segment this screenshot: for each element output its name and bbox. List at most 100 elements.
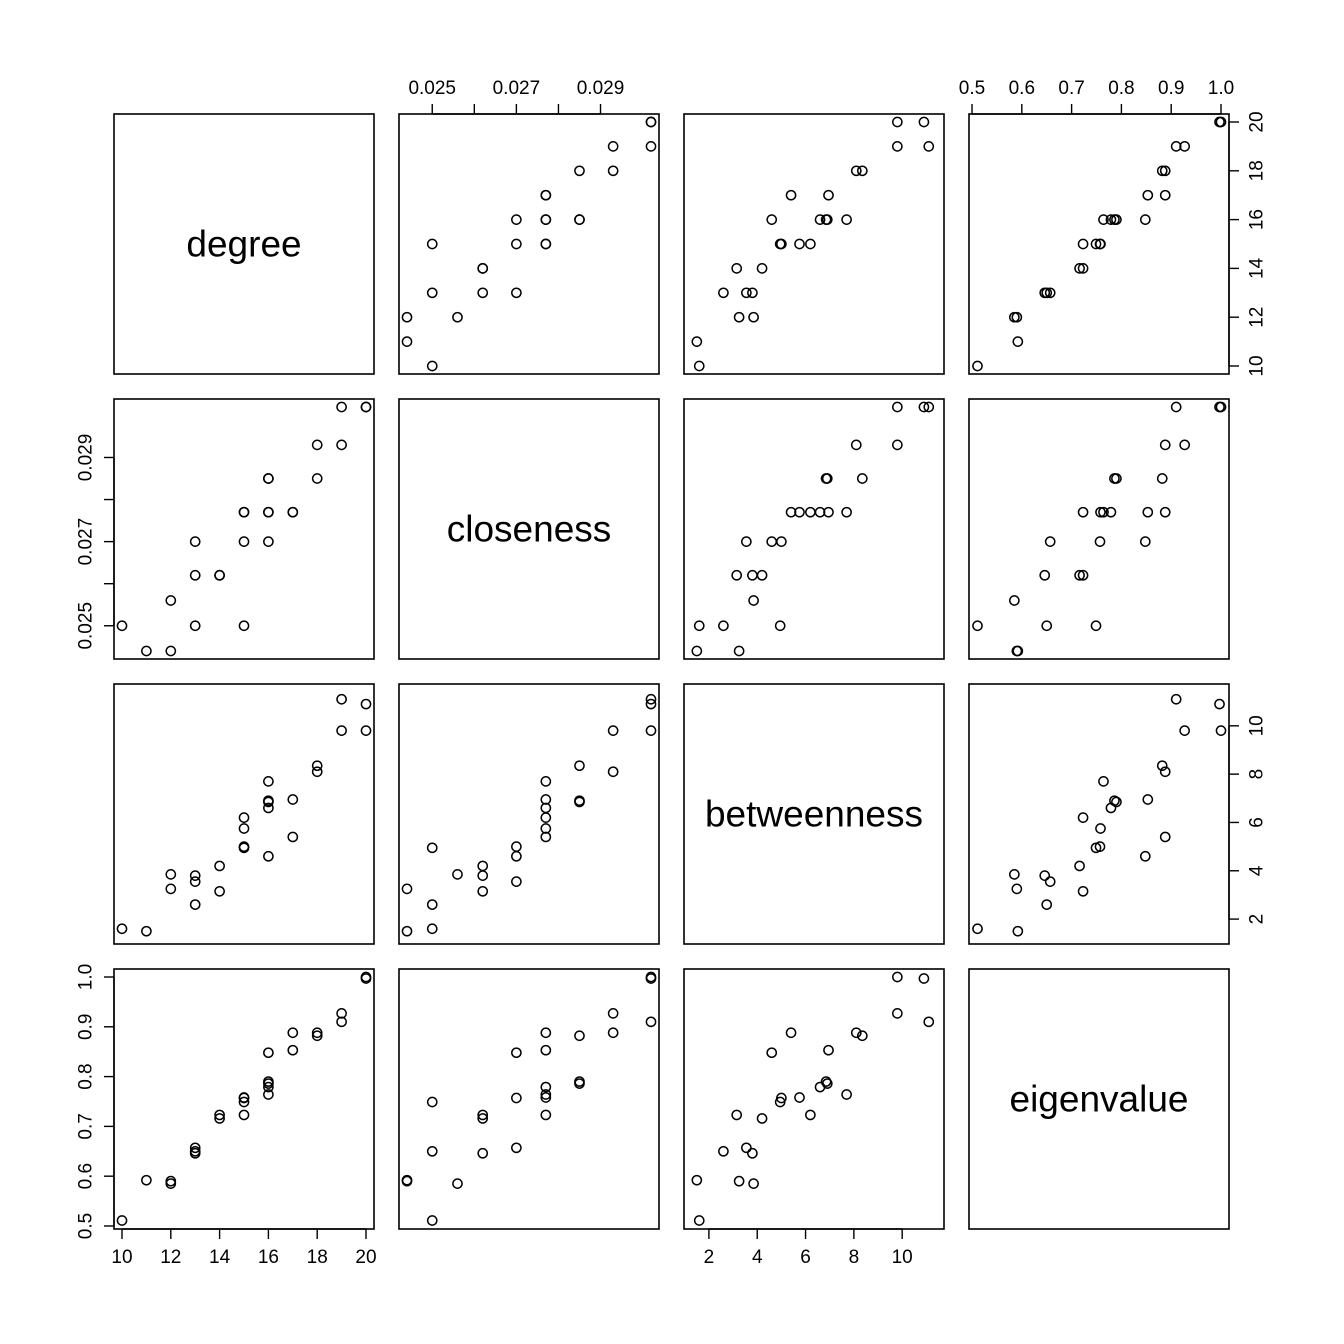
x-axis-closeness-top: 0.025 0.027 0.029: [408, 78, 625, 115]
data-point: [1179, 141, 1191, 152]
data-point: [1142, 189, 1154, 201]
data-point: [856, 1030, 868, 1042]
data-point: [1077, 238, 1089, 250]
data-point: [923, 1016, 935, 1028]
data-point: [1139, 850, 1151, 862]
tick-label: 0.5: [959, 78, 985, 99]
data-point: [718, 287, 729, 299]
panel-frame: [968, 113, 1230, 375]
data-point: [426, 1215, 438, 1226]
data-point: [645, 1016, 657, 1028]
data-point: [1077, 263, 1089, 274]
data-point: [189, 870, 201, 881]
data-point: [645, 116, 657, 128]
panel-degree-vs-betweenness: [683, 113, 945, 375]
data-point: [540, 1044, 552, 1056]
data-point: [141, 1174, 152, 1186]
panel-closeness-vs-closeness: closeness: [398, 398, 660, 660]
data-point: [165, 645, 177, 657]
tick-label: 20: [355, 1247, 376, 1268]
data-point: [1011, 883, 1023, 895]
data-point: [766, 1047, 778, 1059]
data-point: [1156, 165, 1168, 177]
data-point: [238, 823, 250, 834]
x-axis-degree-bottom: 10 12 14 16 18 20: [111, 1228, 377, 1268]
data-point: [1214, 401, 1225, 413]
data-point: [691, 1174, 703, 1186]
panel-betweenness-vs-betweenness: betweenness: [683, 683, 945, 945]
data-point: [189, 536, 201, 547]
tick-label: 2: [1247, 914, 1268, 925]
data-point: [805, 1109, 816, 1121]
data-point: [1009, 869, 1020, 880]
data-point: [287, 794, 299, 805]
data-point: [511, 1047, 522, 1059]
tick-label: 0.8: [1108, 78, 1134, 99]
data-point: [1098, 506, 1109, 518]
data-point: [1074, 860, 1085, 872]
data-point: [733, 311, 745, 323]
data-point: [1012, 925, 1024, 937]
data-point: [401, 1174, 413, 1186]
data-point: [918, 401, 930, 413]
data-point: [820, 1076, 832, 1087]
data-point: [748, 1178, 759, 1190]
data-point: [731, 263, 743, 274]
tick-label: 0.6: [76, 1163, 97, 1189]
data-point: [1139, 214, 1151, 225]
tick-label: 14: [1247, 257, 1268, 279]
data-point: [360, 401, 372, 413]
data-point: [823, 189, 834, 201]
data-point: [774, 238, 786, 250]
data-point: [1214, 116, 1225, 128]
data-point: [1159, 766, 1171, 778]
data-point: [165, 883, 177, 895]
data-point: [645, 141, 657, 152]
data-point: [540, 776, 552, 787]
data-point: [116, 1215, 128, 1226]
data-point: [814, 1081, 826, 1093]
data-point: [1094, 536, 1106, 547]
data-point: [214, 885, 225, 897]
data-point: [452, 869, 463, 880]
panel-eigenvalue-vs-closeness: [398, 968, 660, 1230]
data-point: [607, 1008, 619, 1019]
data-point: [820, 473, 832, 484]
tick-label: 8: [849, 1247, 860, 1268]
tick-label: 0.029: [577, 78, 625, 99]
data-point: [918, 973, 930, 984]
data-point: [287, 506, 299, 518]
data-point: [574, 760, 585, 772]
data-point: [1156, 473, 1168, 484]
data-point: [805, 506, 816, 518]
data-point: [785, 189, 797, 201]
data-point: [850, 1027, 862, 1039]
data-point: [823, 1044, 834, 1056]
data-point: [1159, 506, 1171, 518]
data-point: [693, 620, 705, 632]
panel-frame: [398, 398, 660, 660]
panel-frame: [113, 113, 375, 375]
data-point: [263, 850, 274, 862]
data-point: [892, 439, 903, 451]
data-point: [841, 214, 852, 225]
data-point: [540, 823, 552, 834]
tick-label: 0.025: [408, 78, 456, 99]
panel-betweenness-vs-eigenvalue: [968, 683, 1230, 945]
data-point: [263, 1047, 274, 1059]
data-point: [238, 506, 250, 518]
data-point: [336, 401, 347, 413]
data-point: [1039, 569, 1051, 581]
data-point: [360, 725, 372, 737]
data-point: [189, 1142, 201, 1154]
data-point: [540, 1027, 552, 1039]
data-point: [477, 1113, 489, 1124]
panel-closeness-vs-betweenness: [683, 398, 945, 660]
x-axis-betweenness-bottom: 2 4 6 8 10: [704, 1228, 913, 1268]
tick-label: 18: [1247, 160, 1268, 181]
data-point: [1098, 214, 1109, 225]
tick-label: 1.0: [76, 964, 97, 990]
data-point: [1044, 287, 1056, 299]
panel-degree-vs-degree: degree: [113, 113, 375, 375]
data-point: [426, 1096, 438, 1108]
